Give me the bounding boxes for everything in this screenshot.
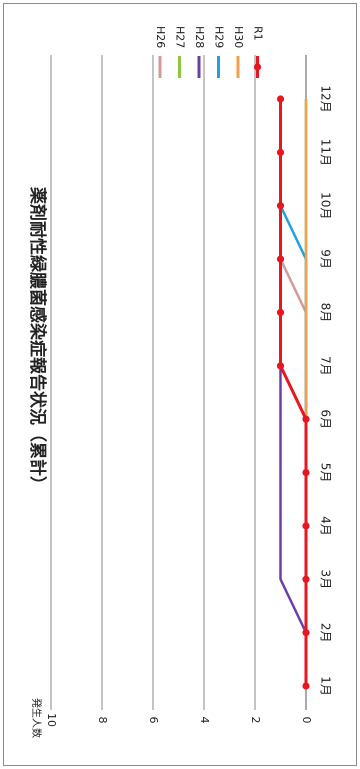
data-point	[302, 522, 310, 530]
legend-label-h30: H30	[232, 26, 245, 48]
series-line-r1	[279, 99, 308, 686]
y-tick-label: 8	[96, 717, 109, 724]
data-point	[276, 148, 285, 156]
legend-label-h29: H29	[213, 26, 226, 48]
data-point	[302, 415, 310, 423]
data-point	[276, 255, 285, 263]
legend-label-r1: R1	[252, 26, 265, 41]
y-tick-label: 10	[45, 713, 58, 727]
data-point	[276, 308, 285, 317]
x-tick-label: 1月	[319, 676, 333, 696]
plot-area: 0 2 4 6 8 10 1月 2月 3月 4月 5月 6月 7月 8月 9月 10月 11月 12月	[45, 55, 333, 727]
x-tick-label: 11月	[319, 139, 333, 166]
x-tick-label: 5月	[319, 463, 333, 483]
data-point	[302, 468, 310, 477]
data-point	[276, 202, 285, 210]
chart-title: 薬剤耐性緑膿菌感染症報告状況（累計）	[27, 187, 48, 493]
legend-label-h27: H27	[174, 26, 187, 48]
legend-marker	[253, 63, 262, 71]
legend: H26 H27 H28 H29 H30 R1	[154, 26, 265, 78]
data-point	[302, 629, 310, 637]
y-tick-label: 0	[300, 717, 313, 724]
y-tick-label: 4	[198, 717, 211, 724]
legend-label-h26: H26	[154, 26, 167, 48]
y-tick-label: 6	[147, 717, 160, 724]
x-tick-label: 10月	[319, 192, 333, 219]
y-tick-label: 2	[249, 717, 262, 724]
chart-frame	[3, 3, 357, 766]
x-tick-label: 2月	[319, 623, 333, 643]
x-tick-label: 7月	[319, 356, 333, 376]
x-tick-label: 8月	[319, 303, 333, 323]
x-tick-label: 6月	[319, 409, 333, 429]
legend-label-h28: H28	[193, 26, 206, 48]
x-tick-label: 9月	[319, 249, 333, 269]
data-point	[276, 362, 285, 370]
x-tick-label: 4月	[319, 516, 333, 536]
x-tick-label: 12月	[319, 85, 333, 112]
data-point	[302, 575, 310, 583]
data-point	[302, 682, 310, 690]
data-point	[276, 95, 285, 103]
x-tick-label: 3月	[319, 569, 333, 589]
y-axis-label: 発生人数	[30, 698, 43, 738]
